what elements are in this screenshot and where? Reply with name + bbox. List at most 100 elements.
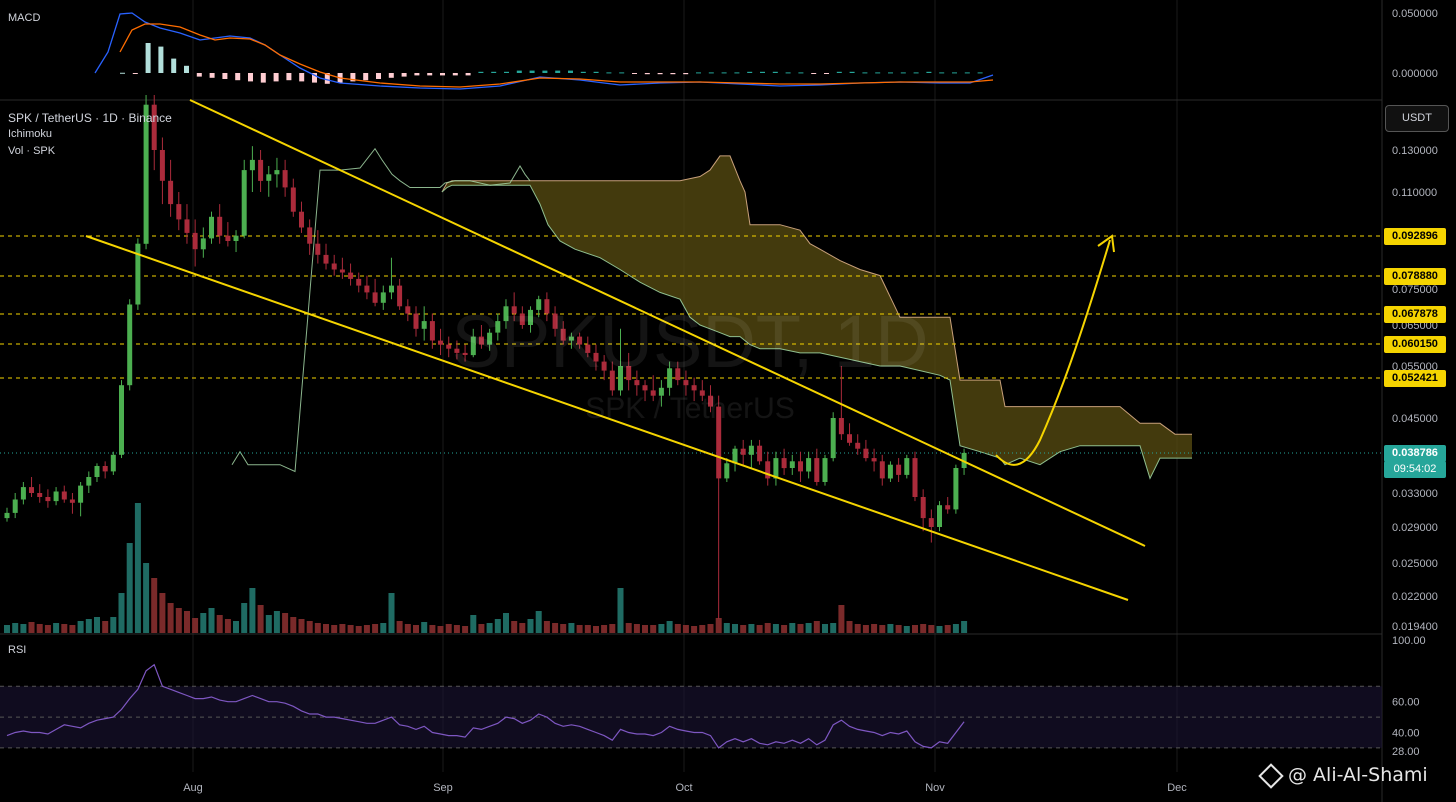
volume-bar — [928, 625, 935, 633]
lagging-span-line — [231, 147, 531, 473]
candle-body — [4, 512, 10, 519]
volume-bar — [625, 623, 632, 633]
candle-body — [151, 104, 157, 150]
volume-bar — [380, 623, 387, 633]
candle-body — [307, 227, 313, 244]
macd-histogram-bar — [516, 70, 522, 73]
candle-body — [765, 461, 771, 479]
candle-body — [69, 499, 75, 503]
candle-body — [86, 477, 92, 486]
candle-body — [781, 458, 787, 469]
volume-bar — [200, 613, 207, 633]
volume-label[interactable]: Vol · SPK — [8, 145, 56, 157]
candle-body — [20, 487, 26, 500]
macd-histogram-bar — [388, 73, 394, 78]
volume-bar — [895, 625, 902, 633]
candle-body — [887, 464, 893, 479]
macd-histogram-bar — [312, 73, 317, 83]
volume-bar — [748, 624, 755, 633]
span-a-line — [441, 184, 1192, 480]
macd-histogram-bar — [900, 72, 906, 74]
volume-bar — [593, 626, 599, 633]
candle-body — [912, 458, 918, 497]
candle-body — [249, 159, 255, 171]
candle-body — [560, 328, 566, 341]
macd-histogram-bar — [913, 72, 919, 74]
symbol-title[interactable]: SPK / TetherUS · 1D · Binance — [8, 111, 172, 125]
volume-bar — [290, 617, 297, 633]
candle-body — [266, 174, 272, 181]
volume-bar — [723, 623, 730, 633]
macd-histogram-bar — [721, 72, 727, 74]
time-tick-label: Nov — [925, 782, 945, 794]
candle-body — [634, 380, 640, 386]
falling-wedge-lower-trendline — [85, 235, 1129, 601]
macd-signal-line — [119, 23, 994, 88]
volume-bar — [903, 626, 910, 633]
macd-histogram-bar — [158, 46, 164, 73]
macd-histogram-bar — [414, 73, 420, 76]
candle-body — [953, 468, 959, 510]
macd-histogram-bar — [964, 72, 970, 74]
volume-bar — [404, 624, 411, 633]
price-tick-label: 0.033000 — [1392, 488, 1438, 500]
volume-bar — [314, 623, 321, 633]
rsi-label[interactable]: RSI — [8, 644, 27, 656]
candle-body — [577, 336, 583, 345]
volume-bar — [233, 621, 239, 633]
level-price-badge: 0.092896 — [1384, 228, 1446, 245]
candle-body — [716, 406, 722, 479]
candle-body — [928, 518, 934, 527]
falling-wedge-upper-trendline — [189, 99, 1146, 547]
volume-bar — [347, 625, 354, 633]
macd-histogram-bar — [708, 72, 714, 74]
ichimoku-label[interactable]: Ichimoku — [8, 128, 53, 140]
macd-histogram-bar — [593, 71, 599, 73]
macd-histogram-bar — [760, 71, 765, 73]
macd-histogram-bar — [465, 73, 471, 76]
candle-body — [429, 321, 435, 341]
volume-bar — [396, 621, 403, 633]
cloud-fill — [442, 155, 1192, 479]
volume-bar — [535, 611, 542, 633]
candle-body — [61, 491, 67, 500]
candle-body — [503, 306, 509, 322]
candle-body — [323, 254, 329, 264]
price-tick-label: 0.065000 — [1392, 320, 1438, 332]
candle-body — [405, 306, 411, 314]
candle-body — [12, 499, 18, 513]
macd-histogram-bar — [619, 72, 625, 74]
candle-body — [274, 170, 280, 175]
price-tick-label: 0.025000 — [1392, 558, 1438, 570]
volume-bar — [470, 615, 477, 633]
price-tick-label: 0.045000 — [1392, 413, 1438, 425]
volume-bar — [494, 619, 501, 633]
macd-histogram-bar — [299, 73, 305, 82]
candle-body — [609, 370, 615, 391]
macd-histogram-bar — [734, 72, 740, 74]
volume-bar — [682, 625, 689, 633]
rsi-tick-label: 60.00 — [1392, 697, 1420, 709]
volume-bar — [85, 619, 92, 633]
volume-bar — [421, 622, 428, 633]
candle-body — [217, 216, 223, 236]
candle-body — [119, 385, 124, 455]
volume-bar — [740, 625, 747, 633]
candle-body — [462, 352, 468, 355]
macd-histogram-bar — [683, 73, 689, 75]
rsi-panel — [0, 663, 1382, 749]
price-axis: 0.1300000.1100000.0750000.0650000.055000… — [1392, 8, 1438, 758]
volume-bar — [699, 625, 706, 633]
candle-body — [683, 380, 689, 386]
volume-bar — [331, 625, 338, 633]
macd-histogram-bar — [235, 73, 241, 81]
volume-bar — [764, 623, 771, 633]
volume-bar — [208, 608, 215, 633]
macd-histogram-bar — [209, 73, 215, 78]
volume-bar — [388, 593, 395, 633]
candle-body — [397, 285, 403, 307]
rsi-tick-label: 28.00 — [1392, 746, 1420, 758]
candle-body — [45, 497, 51, 502]
currency-button[interactable]: USDT — [1385, 105, 1449, 132]
